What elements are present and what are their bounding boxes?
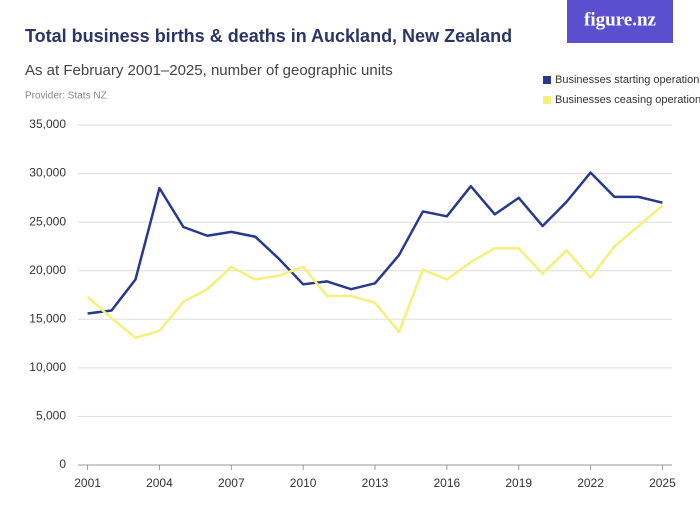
legend-swatch [543, 76, 551, 84]
y-tick-label: 10,000 [29, 360, 66, 374]
y-tick-label: 35,000 [29, 117, 66, 131]
y-tick-label: 0 [59, 457, 66, 471]
line [87, 171, 663, 315]
x-tick-label: 2004 [146, 476, 173, 490]
legend-swatch [543, 96, 551, 104]
y-tick-label: 25,000 [29, 214, 66, 228]
chart-title: Total business births & deaths in Auckla… [25, 26, 512, 46]
chart-subtitle: As at February 2001–2025, number of geog… [25, 62, 393, 79]
x-tick-label: 2019 [505, 476, 532, 490]
legend-label: Businesses starting operation [555, 74, 699, 86]
legend-label: Businesses ceasing operation [555, 94, 700, 106]
x-tick-label: 2001 [74, 476, 101, 490]
x-tick-label: 2010 [290, 476, 317, 490]
logo-box [567, 0, 673, 43]
x-tick-label: 2025 [649, 476, 676, 490]
line [86, 204, 664, 339]
y-tick-label: 15,000 [29, 311, 66, 325]
logo: figure.nz [584, 9, 657, 30]
x-tick-label: 2007 [218, 476, 245, 490]
y-tick-label: 20,000 [29, 263, 66, 277]
y-tick-label: 5,000 [36, 409, 66, 423]
provider: Provider: Stats NZ [25, 91, 107, 102]
x-tick-label: 2013 [362, 476, 389, 490]
y-tick-label: 30,000 [29, 166, 66, 180]
x-tick-label: 2016 [434, 476, 461, 490]
x-tick-label: 2022 [577, 476, 604, 490]
